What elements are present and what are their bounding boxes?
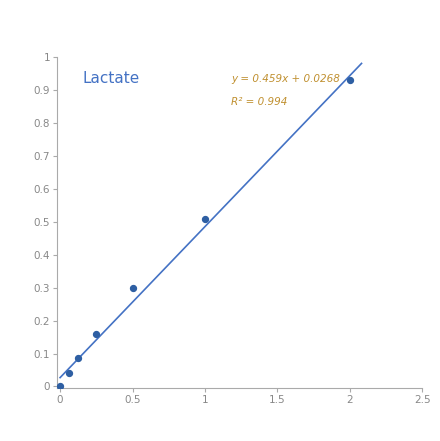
Text: R² = 0.994: R² = 0.994 [231,97,287,107]
Point [57,383,64,390]
Text: Lactate: Lactate [83,71,140,86]
Point [93,330,100,337]
Point [66,370,73,377]
Text: y = 0.459x + 0.0268: y = 0.459x + 0.0268 [231,74,340,84]
Point [202,215,209,222]
Point [129,284,136,291]
Point [346,77,353,84]
Point [75,355,82,362]
